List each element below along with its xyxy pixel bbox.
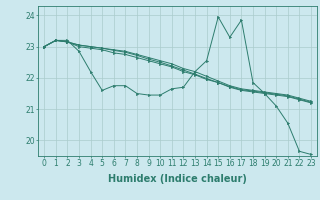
X-axis label: Humidex (Indice chaleur): Humidex (Indice chaleur): [108, 174, 247, 184]
